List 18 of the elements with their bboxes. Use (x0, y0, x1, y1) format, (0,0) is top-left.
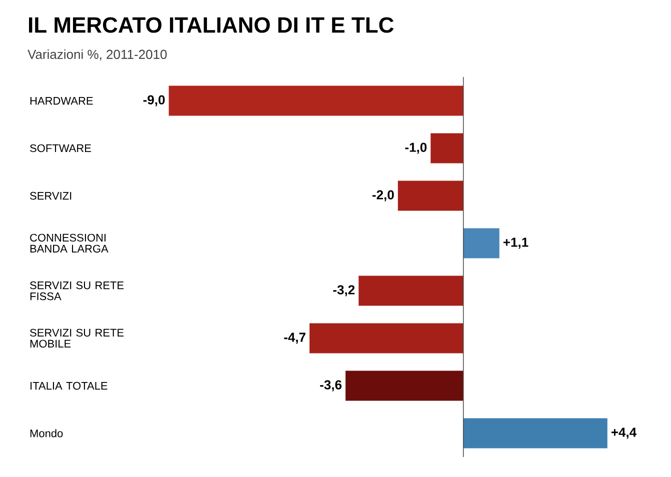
y-tick-label: SERVIZI SU RETE FISSA (30, 281, 124, 300)
y-tick-label: HARDWARE (30, 97, 93, 105)
chart-title: IL MERCATO ITALIANO DI IT E TLC (29, 17, 394, 33)
data-label: -2,0 (372, 190, 394, 202)
data-label: -9,0 (143, 95, 165, 106)
data-label: -3,6 (320, 380, 342, 392)
y-tick-label: CONNESSIONI BANDA LARGA (30, 234, 108, 253)
y-tick-label: ITALIA TOTALE (30, 382, 108, 390)
y-tick-label: SOFTWARE (30, 144, 91, 152)
data-label: -4,7 (284, 332, 306, 344)
data-label: +4,4 (611, 428, 637, 439)
y-tick-label: SERVIZI (30, 192, 72, 200)
chart-subtitle: Variazioni %, 2011-2010 (28, 49, 167, 61)
data-label: +1,1 (503, 238, 528, 249)
y-tick-label: Mondo (30, 429, 63, 438)
data-label: -1,0 (405, 142, 427, 154)
y-tick-label: SERVIZI SU RETE MOBILE (30, 328, 124, 348)
data-label: -3,2 (333, 285, 355, 296)
